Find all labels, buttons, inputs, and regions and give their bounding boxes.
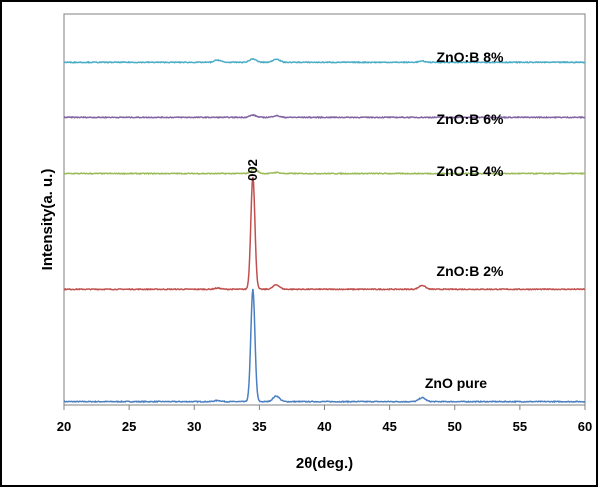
series-label-3: ZnO:B 6% <box>437 111 504 127</box>
x-tick-label: 35 <box>252 419 266 434</box>
peak-annotation: 002 <box>245 159 260 181</box>
series-layer <box>63 58 586 404</box>
x-tick-label: 45 <box>382 419 396 434</box>
series-line-1 <box>63 177 586 291</box>
series-line-0 <box>63 288 586 404</box>
series-label-0: ZnO pure <box>425 375 487 391</box>
y-axis-title: Intensity(a. u.) <box>39 169 56 271</box>
series-label-4: ZnO:B 8% <box>437 49 504 65</box>
x-tick-label: 25 <box>122 419 136 434</box>
series-label-2: ZnO:B 4% <box>437 163 504 179</box>
x-tick-label: 50 <box>448 419 462 434</box>
series-line-3 <box>63 113 586 119</box>
axes <box>63 13 586 410</box>
x-tick-label: 30 <box>187 419 201 434</box>
x-axis-title: 2θ(deg.) <box>296 455 353 472</box>
series-line-4 <box>63 58 586 64</box>
x-tick-label: 20 <box>57 419 71 434</box>
series-line-2 <box>63 168 586 176</box>
plot-area <box>63 13 586 406</box>
text-layer: 20 25 30 35 40 45 50 55 60 ZnO pure ZnO:B 2% ZnO:B … <box>57 49 592 434</box>
x-tick-label: 60 <box>578 419 592 434</box>
x-tick-label: 40 <box>317 419 331 434</box>
x-tick-label: 55 <box>513 419 527 434</box>
series-label-1: ZnO:B 2% <box>437 263 504 279</box>
